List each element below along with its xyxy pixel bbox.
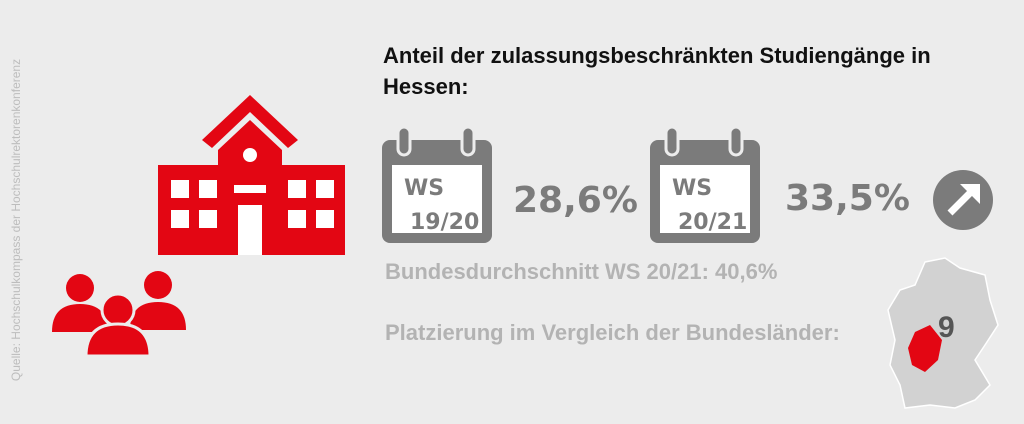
semester-year: 19/20 [410, 210, 479, 235]
calendar [650, 125, 760, 243]
semester-label: WS [404, 176, 444, 201]
title: Anteil der zulassungsbeschränkten Studie… [383, 43, 931, 99]
school-windows [171, 148, 334, 255]
average: Bundesdurchschnitt WS 20/21: 40,6% [385, 259, 777, 284]
trend-arrow [933, 170, 993, 230]
germany-map [887, 257, 999, 409]
rank: 9 [938, 311, 955, 344]
calendar [382, 125, 492, 243]
semester-value: 28,6% [513, 180, 638, 221]
semester-label: WS [672, 176, 712, 201]
ranking-label: Platzierung im Vergleich der Bundeslände… [385, 320, 840, 345]
semester-year: 20/21 [678, 210, 747, 235]
people-icon [52, 271, 186, 358]
source: Quelle: Hochschulkompass der Hochschulre… [9, 59, 23, 381]
semester-value: 33,5% [785, 178, 910, 219]
